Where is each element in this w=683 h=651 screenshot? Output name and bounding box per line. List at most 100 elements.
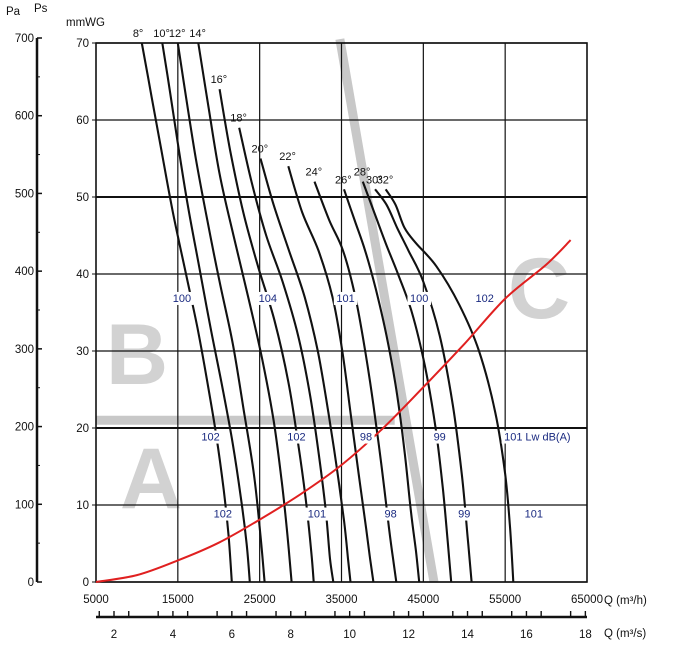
fan-curve-8deg: [140, 42, 233, 583]
pa-tick-label: 200: [15, 422, 34, 434]
noise-level-label: 100: [410, 293, 428, 305]
noise-label-bg: [472, 291, 497, 305]
fan-curve-12deg: [176, 42, 266, 583]
pa-tick-label: 400: [15, 266, 34, 278]
pa-tick-label: 100: [15, 499, 34, 511]
noise-unit-label: Lw dB(A): [525, 432, 570, 444]
noise-level-label: 101: [525, 509, 543, 521]
blade-angle-label: 18°: [230, 113, 247, 125]
noise-level-label: 102: [214, 509, 232, 521]
fan-curve-22deg: [287, 165, 375, 583]
zone-label-c: C: [508, 241, 570, 337]
pa-tick-label: 500: [15, 188, 34, 200]
blade-angle-label: 20°: [251, 144, 268, 156]
x2-tick-label: 4: [170, 629, 177, 641]
fan-curve-20deg: [259, 158, 352, 583]
noise-label-bg: [305, 507, 329, 521]
pa-tick-label: 700: [15, 33, 34, 45]
noise-label-bg: [284, 430, 309, 444]
noise-level-label: 98: [360, 432, 372, 444]
noise-level-label: 98: [384, 509, 396, 521]
x2-tick-label: 14: [461, 629, 474, 641]
noise-label-bg: [455, 507, 473, 521]
zone-boundary-c: [335, 38, 439, 583]
y-tick-label: 70: [76, 38, 89, 50]
noise-label-bg: [256, 291, 280, 305]
x2-tick-label: 10: [343, 629, 356, 641]
blade-angle-label: 26°: [335, 174, 352, 186]
ps-label: Ps: [34, 3, 48, 15]
blade-angle-label: 8°: [133, 28, 144, 40]
pa-tick-label: 600: [15, 111, 34, 123]
zone-label-b: B: [106, 307, 168, 403]
noise-level-label: 101: [336, 293, 354, 305]
y-tick-label: 40: [76, 269, 89, 281]
mmwg-unit-label: mmWG: [66, 17, 105, 29]
noise-label-bg: [501, 430, 526, 444]
plot-frame: [95, 42, 588, 583]
noise-label-bg: [382, 507, 400, 521]
noise-level-label: 99: [434, 432, 446, 444]
x2-tick-label: 18: [579, 629, 592, 641]
blade-angle-label: 30°: [366, 174, 383, 186]
noise-label-bg: [407, 291, 431, 305]
noise-label-bg: [170, 291, 194, 305]
fan-curve-14deg: [197, 42, 293, 583]
zone-label-a: A: [120, 431, 182, 527]
blade-angle-label: 24°: [305, 167, 322, 179]
noise-level-label: 102: [287, 432, 305, 444]
x2-tick-label: 12: [402, 629, 415, 641]
y-tick-label: 0: [83, 577, 89, 589]
noise-level-label: 101: [504, 432, 522, 444]
y-tick-label: 20: [76, 423, 89, 435]
fan-curve-10deg: [161, 42, 251, 583]
fan-curve-26deg: [343, 188, 421, 583]
noise-level-label: 99: [458, 509, 470, 521]
x-tick-label: 65000: [571, 594, 603, 606]
pa-tick-label: 0: [28, 577, 34, 589]
pa-tick-label: 300: [15, 344, 34, 356]
noise-label-bg: [198, 430, 223, 444]
zone-layer: AB C: [96, 38, 570, 583]
blade-angle-label: 10°: [153, 28, 170, 40]
system-resistance-curve: [95, 239, 572, 583]
x-tick-label: 35000: [326, 594, 358, 606]
axis-layer: 0102030405060700100200300400500600700500…: [15, 33, 603, 641]
noise-label-bg: [522, 507, 546, 521]
y-tick-label: 60: [76, 115, 89, 127]
system-curve-layer: [95, 239, 572, 583]
blade-angle-label: 12°: [169, 28, 186, 40]
blade-angle-label: 22°: [279, 151, 296, 163]
x2-tick-label: 16: [520, 629, 533, 641]
noise-level-label: 102: [201, 432, 219, 444]
fan-curve-28deg: [361, 181, 453, 583]
blade-angle-label: 16°: [211, 74, 228, 86]
blade-angle-label: 14°: [189, 28, 206, 40]
x2-tick-label: 2: [111, 629, 117, 641]
noise-label-bg: [431, 430, 449, 444]
fan-curve-18deg: [238, 127, 335, 583]
series-layer: [140, 42, 515, 583]
fan-curve-16deg: [218, 89, 315, 583]
x2-tick-label: 8: [288, 629, 294, 641]
x-axis-title-m3s: Q (m³/s): [604, 628, 646, 640]
y-tick-label: 30: [76, 346, 89, 358]
x2-tick-label: 6: [229, 629, 235, 641]
blade-angle-label: 28°: [354, 167, 371, 179]
noise-label-bg: [333, 291, 358, 305]
fan-curve-32deg: [384, 188, 515, 583]
x-tick-label: 5000: [83, 594, 109, 606]
noise-level-label: 102: [476, 293, 494, 305]
fan-curve-30deg: [374, 188, 473, 583]
noise-level-label: 100: [173, 293, 191, 305]
noise-level-label: 104: [259, 293, 277, 305]
x-tick-label: 15000: [162, 594, 194, 606]
y-tick-label: 10: [76, 500, 89, 512]
noise-label-bg: [357, 430, 375, 444]
blade-angle-label: 32°: [377, 174, 394, 186]
y-tick-label: 50: [76, 192, 89, 204]
fan-curve-24deg: [313, 181, 398, 583]
x-tick-label: 55000: [489, 594, 521, 606]
x-tick-label: 45000: [407, 594, 439, 606]
